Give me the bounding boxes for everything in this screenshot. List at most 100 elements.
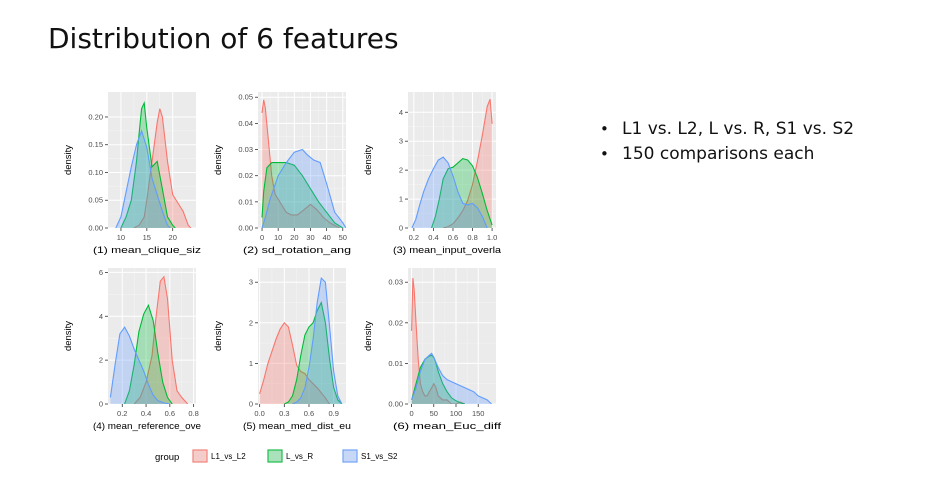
density-line-S1_vs_S2 bbox=[411, 156, 488, 228]
y-tick-label: 1 bbox=[399, 195, 403, 204]
legend-key-bg bbox=[192, 449, 208, 463]
density-area-S1_vs_S2 bbox=[292, 278, 342, 404]
y-tick-label: 2 bbox=[99, 356, 103, 365]
bullet-item-2: • 150 comparisons each bbox=[600, 142, 854, 167]
legend-key-L1_vs_L2 bbox=[192, 449, 208, 463]
y-tick-label: 0.02 bbox=[388, 318, 403, 327]
density-line-S1_vs_S2 bbox=[411, 352, 492, 404]
y-tick-label: 0 bbox=[99, 400, 103, 409]
bullet-text-2: 150 comparisons each bbox=[622, 144, 815, 164]
y-tick-label: 0.03 bbox=[238, 145, 253, 154]
series-group bbox=[115, 101, 192, 228]
y-tick-label: 0.10 bbox=[88, 168, 103, 177]
x-tick-label: 15 bbox=[143, 233, 151, 242]
bullet-text-1: L1 vs. L2, L vs. R, S1 vs. S2 bbox=[622, 119, 855, 139]
y-tick-label: 0.05 bbox=[88, 196, 103, 205]
legend-key-L_vs_R bbox=[267, 449, 283, 463]
density-area-S1_vs_S2 bbox=[262, 149, 346, 228]
x-tick-label: 0 bbox=[260, 233, 264, 242]
y-tick-label: 6 bbox=[99, 268, 103, 277]
density-line-L_vs_R bbox=[430, 157, 493, 228]
y-tick-label: 3 bbox=[399, 137, 403, 146]
x-tick-label: 0.6 bbox=[448, 233, 458, 242]
x-tick-label: 0.4 bbox=[141, 409, 151, 418]
density-line-L1_vs_L2 bbox=[259, 321, 331, 404]
density-line-L_vs_R bbox=[284, 300, 343, 404]
density-area-S1_vs_S2 bbox=[110, 327, 170, 404]
density-plot-1: 0.00 0.05 0.10 0.15 0.20 10 15 20 (1) mean_cliqu… bbox=[63, 92, 201, 256]
density-line-L_vs_R bbox=[124, 303, 173, 404]
panel-background bbox=[258, 92, 346, 228]
density-line-L1_vs_L2 bbox=[261, 99, 340, 228]
y-tick-label: 0.03 bbox=[388, 278, 403, 287]
x-tick-label: 0.8 bbox=[188, 409, 198, 418]
y-tick-label: 4 bbox=[99, 312, 103, 321]
x-tick-label: 0.4 bbox=[428, 233, 438, 242]
y-tick-label: 0.01 bbox=[238, 197, 253, 206]
x-tick-label: 0.2 bbox=[409, 233, 419, 242]
x-tick-label: 50 bbox=[339, 233, 347, 242]
x-tick-label: 10 bbox=[117, 233, 125, 242]
density-line-S1_vs_S2 bbox=[115, 129, 171, 228]
x-tick-label: 0 bbox=[409, 409, 413, 418]
y-tick-label: 0.15 bbox=[88, 140, 103, 149]
density-area-L_vs_R bbox=[120, 103, 176, 228]
y-tick-label: 0.01 bbox=[388, 359, 403, 368]
density-area-L1_vs_L2 bbox=[411, 278, 465, 404]
x-tick-label: 0.3 bbox=[279, 409, 289, 418]
legend-key-bg bbox=[267, 449, 283, 463]
x-tick-label: 0.6 bbox=[165, 409, 175, 418]
density-area-L1_vs_L2 bbox=[134, 276, 188, 404]
x-tick-label: 40 bbox=[322, 233, 330, 242]
density-area-L_vs_R bbox=[411, 355, 465, 404]
y-axis-label: density bbox=[213, 321, 224, 351]
series-group bbox=[259, 276, 343, 404]
legend-label-L_vs_R: L_vs_R bbox=[286, 452, 313, 461]
y-axis-label: density bbox=[363, 145, 374, 175]
x-tick-label: 0.2 bbox=[117, 409, 127, 418]
y-axis-label: density bbox=[63, 145, 74, 175]
x-axis-label: (6) mean_Euc_diff bbox=[393, 421, 502, 432]
panel-background bbox=[408, 92, 496, 228]
y-tick-label: 2 bbox=[249, 318, 253, 327]
x-axis-label: (1) mean_clique_siz bbox=[93, 245, 201, 256]
bullet-dot-icon: • bbox=[600, 145, 609, 163]
y-tick-label: 0.00 bbox=[238, 224, 253, 233]
legend-key-S1_vs_S2 bbox=[342, 449, 358, 463]
density-line-L_vs_R bbox=[120, 101, 176, 228]
legend-label-L1_vs_L2: L1_vs_L2 bbox=[211, 452, 246, 461]
y-tick-label: 0.20 bbox=[88, 112, 103, 121]
bullet-item-1: • L1 vs. L2, L vs. R, S1 vs. S2 bbox=[600, 117, 854, 142]
density-area-L_vs_R bbox=[431, 158, 493, 228]
legend: group L1_vs_L2 L_vs_R S1_vs_S2 bbox=[155, 449, 398, 463]
x-tick-label: 20 bbox=[290, 233, 298, 242]
y-axis-label: density bbox=[213, 145, 224, 175]
x-tick-label: 30 bbox=[306, 233, 314, 242]
y-axis-label: density bbox=[363, 321, 374, 351]
legend-label-S1_vs_S2: S1_vs_S2 bbox=[361, 452, 398, 461]
y-tick-label: 0.05 bbox=[238, 93, 253, 102]
density-area-L1_vs_L2 bbox=[262, 99, 340, 228]
y-tick-label: 0.02 bbox=[238, 171, 253, 180]
density-area-L_vs_R bbox=[284, 302, 342, 404]
density-line-L1_vs_L2 bbox=[133, 108, 192, 228]
y-tick-label: 0.00 bbox=[388, 400, 403, 409]
panel-background bbox=[258, 268, 346, 404]
y-tick-label: 0.04 bbox=[238, 119, 253, 128]
x-tick-label: 0.6 bbox=[304, 409, 314, 418]
density-line-S1_vs_S2 bbox=[261, 148, 346, 228]
density-line-L_vs_R bbox=[261, 162, 344, 228]
density-area-L1_vs_L2 bbox=[259, 322, 330, 404]
slide-title: Distribution of 6 features bbox=[48, 22, 399, 55]
density-line-S1_vs_S2 bbox=[292, 276, 343, 404]
density-area-S1_vs_S2 bbox=[115, 130, 171, 228]
density-plot-4: 0 2 4 6 0.2 0.4 0.6 0.8 (4) mean_reference_ove de… bbox=[63, 268, 201, 432]
y-tick-label: 0.00 bbox=[88, 224, 103, 233]
y-tick-label: 1 bbox=[249, 359, 253, 368]
y-tick-label: 0 bbox=[399, 224, 403, 233]
y-tick-label: 3 bbox=[249, 278, 253, 287]
density-plot-5: 0 1 2 3 0.0 0.3 0.6 0.9 (5) mean_med_dist_eu dens… bbox=[213, 268, 351, 432]
x-tick-label: 20 bbox=[169, 233, 177, 242]
bullet-list: • L1 vs. L2, L vs. R, S1 vs. S2 • 150 comp… bbox=[600, 117, 854, 167]
y-axis-label: density bbox=[63, 321, 74, 351]
